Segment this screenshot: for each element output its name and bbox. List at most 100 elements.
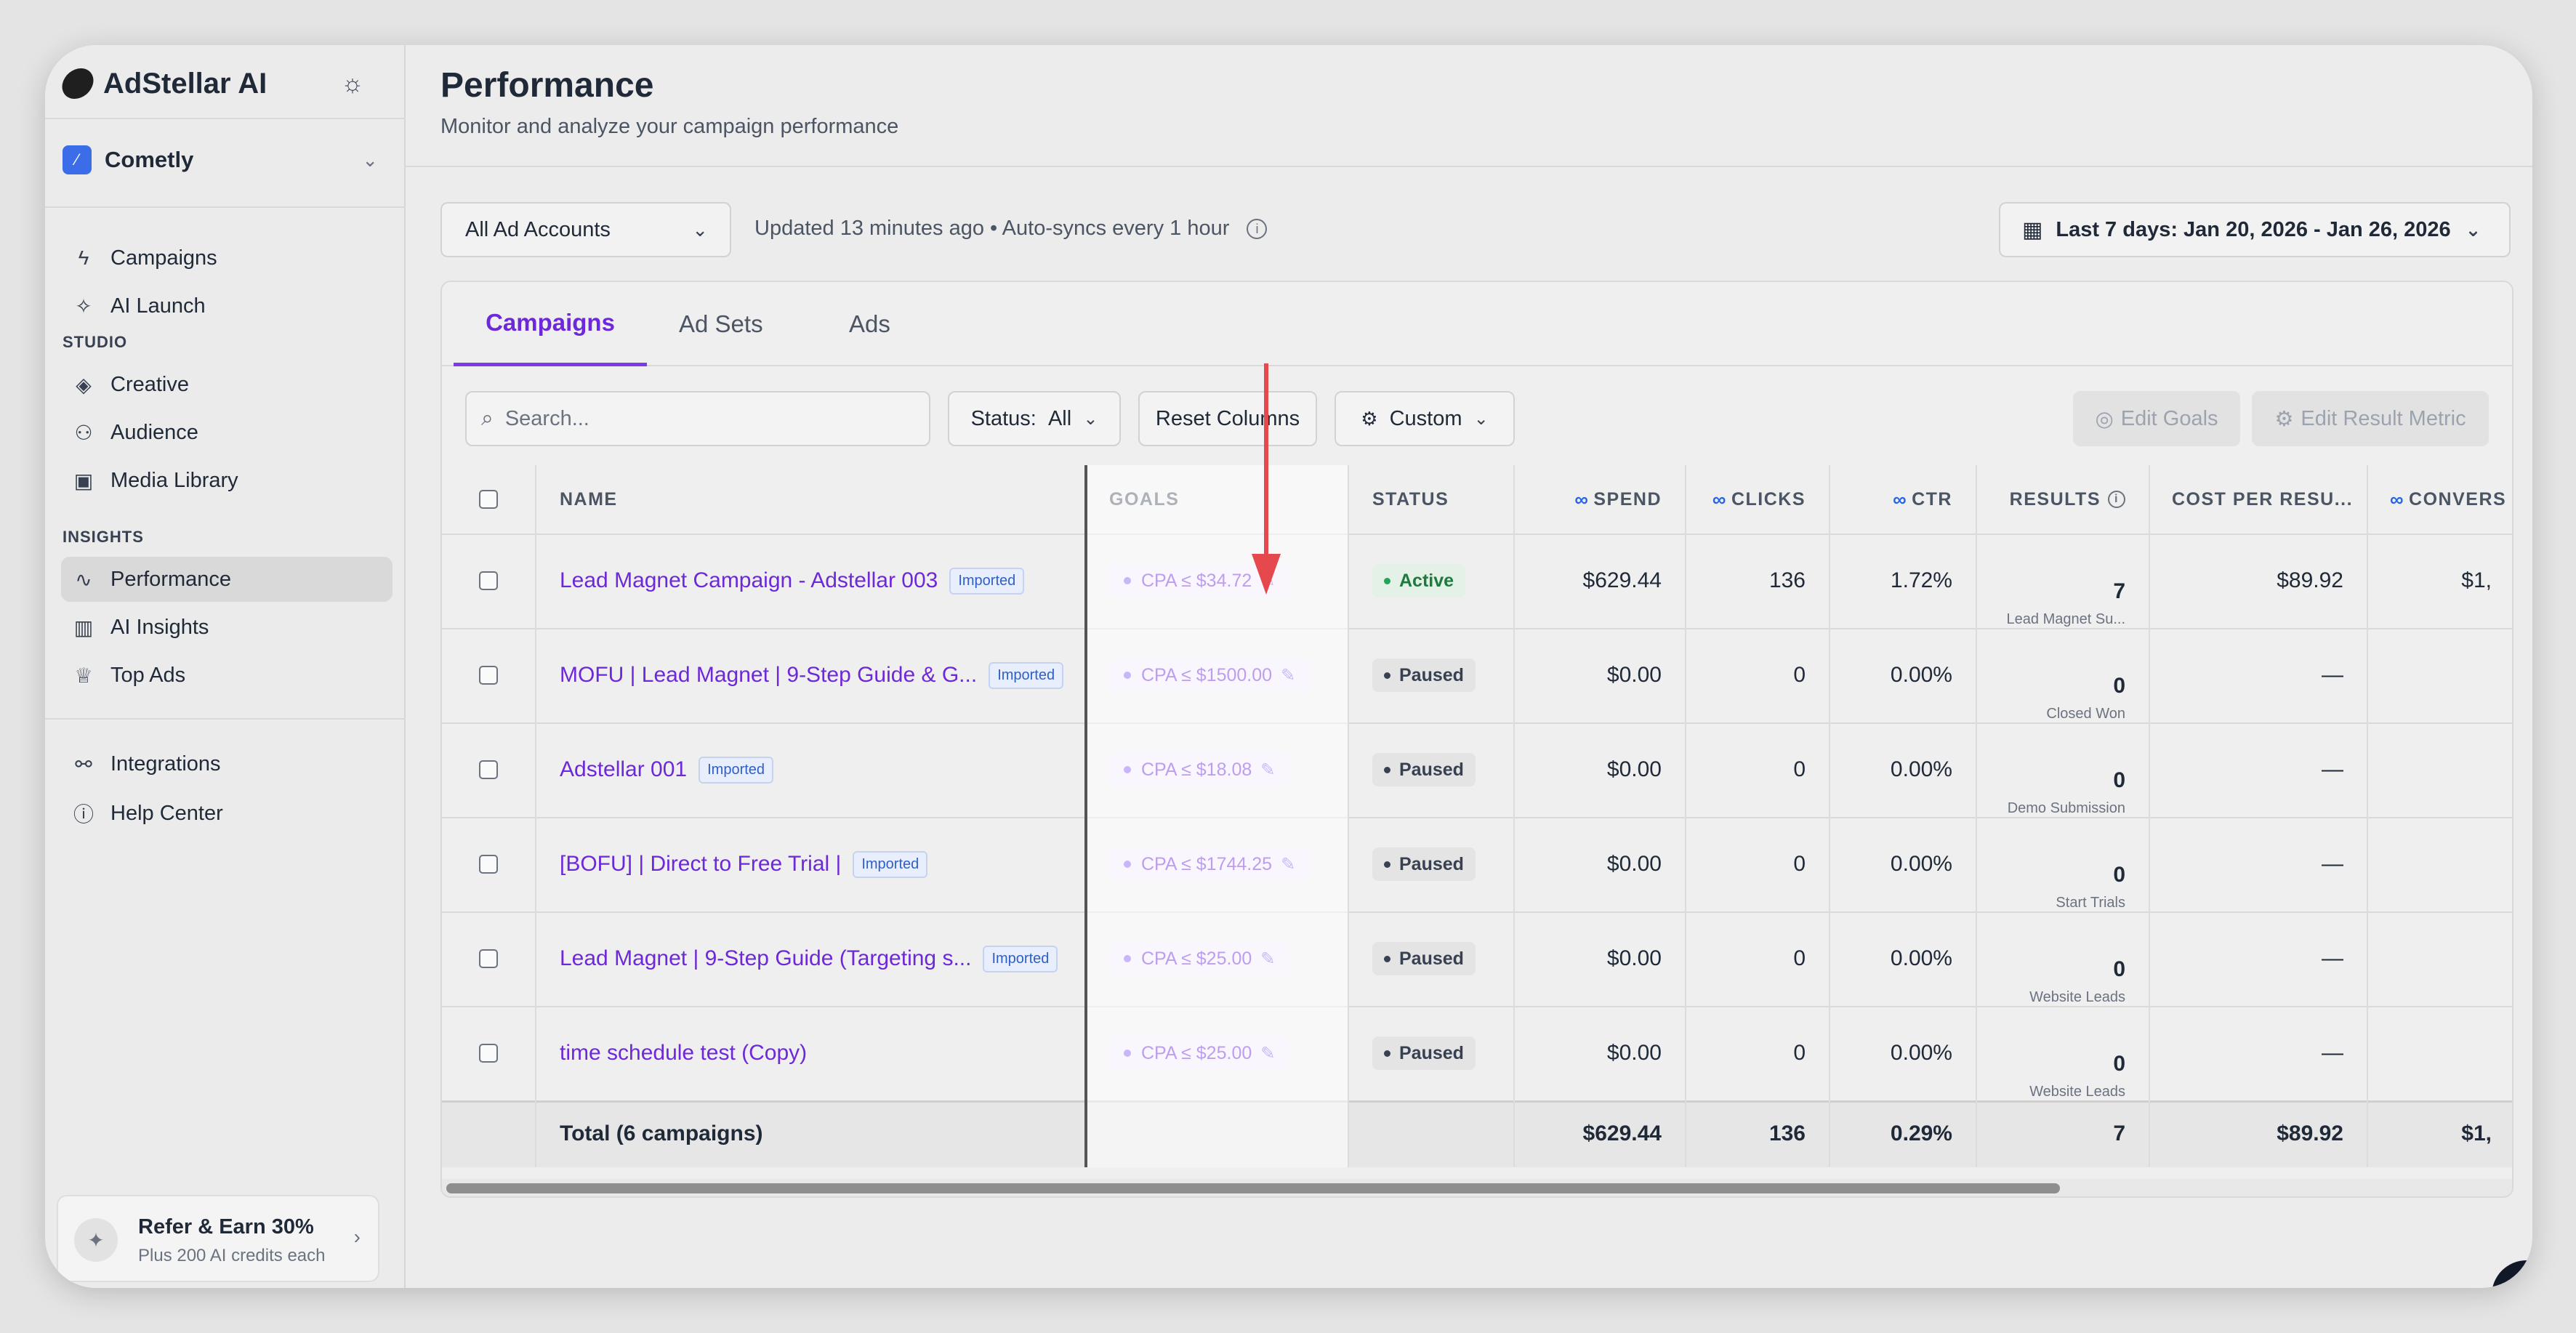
total-cell-results: 7 (1976, 1100, 2149, 1167)
table-row[interactable]: MOFU | Lead Magnet | 9-Step Guide & G...… (442, 628, 2512, 722)
row-checkbox[interactable] (479, 949, 498, 968)
row-checkbox[interactable] (479, 760, 498, 779)
spend-value: $629.44 (1582, 568, 1662, 592)
table-row[interactable]: time schedule test (Copy) CPA ≤ $25.00 ✎ Pa… (442, 1006, 2512, 1100)
sidebar-item-help-center[interactable]: ⓘ Help Center (61, 791, 393, 836)
refer-and-earn-card[interactable]: ✦ Refer & Earn 30% Plus 200 AI credits e… (57, 1195, 379, 1282)
integrations-icon: ⚯ (75, 752, 92, 776)
sidebar-item-ai-insights[interactable]: ▥ AI Insights (61, 605, 393, 650)
reset-columns-button[interactable]: Reset Columns (1138, 391, 1317, 446)
results-value: 0 (2113, 768, 2125, 792)
app-name: AdStellar AI (103, 67, 267, 100)
tab-ads[interactable]: Ads (849, 310, 890, 337)
tab-campaigns[interactable]: Campaigns (454, 282, 647, 366)
info-icon[interactable]: i (2108, 491, 2125, 508)
total-row: Total (6 campaigns) $629.44 136 0.29% 7 $89.9… (442, 1100, 2512, 1167)
pencil-edit-icon[interactable]: ✎ (1260, 949, 1276, 969)
edit-result-metric-label: Edit Result Metric (2301, 406, 2466, 430)
campaign-name-link[interactable]: MOFU | Lead Magnet | 9-Step Guide & G... (560, 663, 978, 687)
goal-pill[interactable]: CPA ≤ $25.00 ✎ (1109, 942, 1290, 975)
cell-status: Paused (1348, 911, 1513, 1006)
edit-goals-button[interactable]: ◎ Edit Goals (2073, 391, 2240, 446)
brand[interactable]: AdStellar AI (59, 61, 267, 106)
goal-pill[interactable]: CPA ≤ $1500.00 ✎ (1109, 659, 1311, 692)
sidebar-item-media-library[interactable]: ▣ Media Library (61, 458, 393, 503)
imported-badge: Imported (853, 850, 928, 878)
cell-conversions (2367, 722, 2512, 817)
search-input[interactable] (504, 406, 912, 431)
column-header-ctr[interactable]: ∞ CTR (1829, 465, 1976, 533)
horizontal-scrollbar[interactable] (442, 1179, 2512, 1196)
theme-toggle-sun-icon[interactable]: ☼ (341, 69, 364, 97)
pencil-edit-icon[interactable]: ✎ (1260, 1043, 1276, 1063)
cell-status: Paused (1348, 628, 1513, 722)
campaign-name-link[interactable]: [BOFU] | Direct to Free Trial | (560, 852, 842, 876)
pencil-edit-icon[interactable]: ✎ (1260, 760, 1276, 780)
sparkles-icon: ✧ (75, 294, 92, 318)
info-icon[interactable]: i (1247, 219, 1268, 240)
sidebar-item-integrations[interactable]: ⚯ Integrations (61, 741, 393, 786)
workspace-switcher[interactable]: ⁄ Cometly ⌄ (63, 135, 390, 185)
sidebar-item-top-ads[interactable]: ♕ Top Ads (61, 653, 393, 698)
ad-account-select[interactable]: All Ad Accounts ⌄ (440, 202, 731, 257)
column-header-clicks[interactable]: ∞ CLICKS (1685, 465, 1829, 533)
column-header-spend[interactable]: ∞ SPEND (1513, 465, 1685, 533)
sidebar-item-creative[interactable]: ◈ Creative (61, 362, 393, 407)
sidebar-item-campaigns[interactable]: ϟ Campaigns (61, 235, 393, 281)
table-row[interactable]: [BOFU] | Direct to Free Trial | Imported C… (442, 817, 2512, 911)
scrollbar-thumb[interactable] (446, 1183, 2060, 1193)
date-range-picker[interactable]: ▦ Last 7 days: Jan 20, 2026 - Jan 26, 20… (1999, 202, 2511, 257)
goal-dot (1124, 861, 1131, 868)
goal-pill[interactable]: CPA ≤ $1744.25 ✎ (1109, 847, 1311, 881)
cell-goals: CPA ≤ $34.72✎ (1084, 533, 1348, 628)
total-cell-goals (1084, 1100, 1348, 1167)
clicks-value: 0 (1793, 852, 1806, 876)
edit-result-metric-button[interactable]: ⚙ Edit Result Metric (2252, 391, 2489, 446)
table-row[interactable]: Lead Magnet | 9-Step Guide (Targeting s.… (442, 911, 2512, 1006)
goal-pill[interactable]: CPA ≤ $18.08 ✎ (1109, 753, 1290, 786)
cell-clicks: 0 (1685, 1006, 1829, 1100)
goal-dot (1124, 672, 1131, 679)
custom-columns-dropdown[interactable]: ⚙ Custom ⌄ (1335, 391, 1515, 446)
column-header-goals[interactable]: GOALS (1084, 465, 1348, 533)
cell-ctr: 0.00% (1829, 722, 1976, 817)
pencil-edit-icon[interactable]: ✎ (1281, 665, 1296, 685)
cell-name: MOFU | Lead Magnet | 9-Step Guide & G...… (535, 628, 1084, 722)
campaign-name-link[interactable]: Lead Magnet | 9-Step Guide (Targeting s.… (560, 946, 972, 970)
cell-conversions (2367, 911, 2512, 1006)
status-filter[interactable]: Status: All ⌄ (948, 391, 1121, 446)
row-checkbox[interactable] (479, 855, 498, 874)
cell-results: 0 Website Leads (1976, 1006, 2149, 1100)
goal-value: CPA ≤ $25.00 (1141, 948, 1252, 969)
select-all-checkbox[interactable] (479, 490, 498, 509)
total-cell-cost-per-result: $89.92 (2149, 1100, 2367, 1167)
pencil-edit-icon[interactable]: ✎ (1281, 854, 1296, 874)
ctr-value: 0.00% (1890, 757, 1952, 781)
campaign-name-link[interactable]: Lead Magnet Campaign - Adstellar 003 (560, 568, 938, 592)
column-header-label: STATUS (1372, 488, 1449, 510)
table-row[interactable]: Adstellar 001 Imported CPA ≤ $18.08 ✎ Paused… (442, 722, 2512, 817)
row-checkbox[interactable] (479, 571, 498, 590)
cell-results: 0 Demo Submission (1976, 722, 2149, 817)
column-header-results[interactable]: RESULTS i (1976, 465, 2149, 533)
spend-value: $0.00 (1606, 663, 1662, 687)
goal-pill[interactable]: CPA ≤ $25.00 ✎ (1109, 1036, 1290, 1070)
total-ctr: 0.29% (1890, 1121, 1952, 1145)
tab-ad-sets[interactable]: Ad Sets (679, 310, 763, 337)
row-checkbox[interactable] (479, 666, 498, 685)
column-header-name[interactable]: NAME (535, 465, 1084, 533)
column-header-cost-per-result[interactable]: COST PER RESU... (2149, 465, 2367, 533)
campaign-name-link[interactable]: time schedule test (Copy) (560, 1041, 808, 1065)
sidebar-item-ai-launch[interactable]: ✧ AI Launch (61, 283, 393, 329)
row-checkbox[interactable] (479, 1044, 498, 1063)
date-range-text: Last 7 days: Jan 20, 2026 - Jan 26, 2026 (2056, 217, 2451, 241)
sidebar-item-performance[interactable]: ∿ Performance (61, 557, 393, 602)
table-row[interactable]: Lead Magnet Campaign - Adstellar 003 Impo… (442, 533, 2512, 628)
sidebar-item-audience[interactable]: ⚇ Audience (61, 410, 393, 455)
row-divider (442, 911, 2512, 913)
app-window: AdStellar AI ☼ ⁄ Cometly ⌄ ϟ Campaigns ✧… (45, 45, 2532, 1288)
column-header-conversions[interactable]: ∞ CONVERS (2367, 465, 2512, 533)
column-divider (1348, 465, 1349, 1167)
campaign-name-link[interactable]: Adstellar 001 (560, 757, 688, 781)
column-header-status[interactable]: STATUS (1348, 465, 1513, 533)
